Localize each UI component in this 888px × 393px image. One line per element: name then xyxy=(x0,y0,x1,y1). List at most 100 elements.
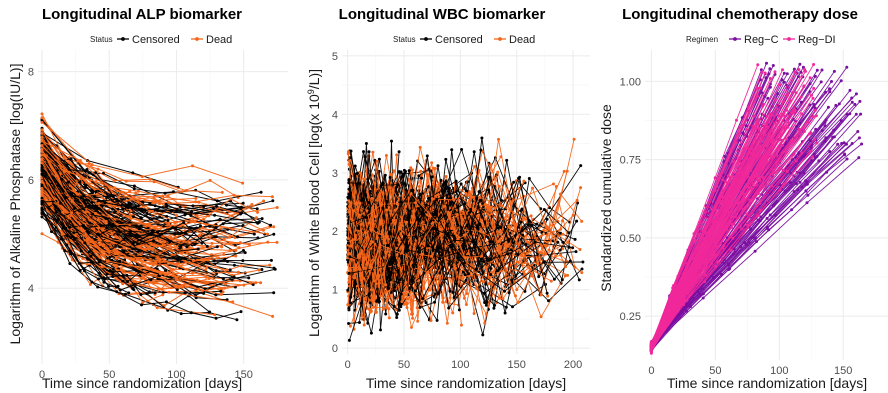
wbc-censored-point xyxy=(450,148,454,152)
wbc-dead-point xyxy=(346,303,350,307)
alp-dead-point xyxy=(256,210,260,214)
alp-dead-point xyxy=(213,313,217,317)
dose-regc-point xyxy=(813,74,817,78)
wbc-censored-point xyxy=(465,224,469,228)
wbc-dead-point xyxy=(378,246,382,249)
wbc-dead-point xyxy=(421,226,425,230)
y-tick-label: 4 xyxy=(332,109,338,121)
alp-censored-point xyxy=(272,291,276,295)
wbc-censored-point xyxy=(448,289,452,293)
wbc-censored-point xyxy=(498,208,501,211)
alp-censored-point xyxy=(190,209,194,213)
wbc-dead-point xyxy=(498,296,502,300)
alp-censored-point xyxy=(127,291,131,295)
wbc-censored-point xyxy=(364,215,367,219)
wbc-dead-point xyxy=(356,254,360,258)
alp-data xyxy=(40,112,279,322)
wbc-censored-point xyxy=(476,205,480,209)
alp-censored-point xyxy=(82,269,86,273)
alp-dead-point xyxy=(56,240,60,244)
wbc-censored-point xyxy=(427,185,430,189)
wbc-dead-point xyxy=(429,319,433,322)
wbc-censored-point xyxy=(560,278,564,282)
dose-legend-key-regdi xyxy=(783,37,795,41)
alp-censored-point xyxy=(203,287,207,291)
wbc-dead-point xyxy=(373,296,377,300)
wbc-censored-point xyxy=(381,206,385,210)
alp-censored-point xyxy=(164,300,168,304)
wbc-censored-point xyxy=(364,142,368,145)
alp-dead-point xyxy=(236,212,240,215)
alp-dead-point xyxy=(40,161,44,165)
alp-dead-point xyxy=(266,232,269,236)
dose-regc-point xyxy=(854,92,858,96)
wbc-censored-point xyxy=(468,246,472,250)
wbc-censored-point xyxy=(460,148,464,151)
wbc-censored-point xyxy=(545,217,549,221)
alp-dead-point xyxy=(241,181,245,185)
wbc-dead-point xyxy=(472,312,476,315)
wbc-dead-point xyxy=(515,288,519,292)
alp-censored-point xyxy=(208,310,212,314)
wbc-dead-point xyxy=(358,201,362,205)
alp-censored-point xyxy=(132,184,136,188)
alp-dead-point xyxy=(40,136,44,140)
alp-dead-point xyxy=(106,259,109,263)
x-tick-label: 100 xyxy=(451,359,469,371)
wbc-censored-point xyxy=(577,278,581,282)
alp-censored-point xyxy=(272,232,276,236)
y-tick-label: 5 xyxy=(332,51,338,63)
alp-dead-point xyxy=(40,131,44,135)
wbc-censored-point xyxy=(441,183,445,187)
alp-censored-point xyxy=(166,219,170,222)
wbc-dead-point xyxy=(388,186,392,190)
wbc-dead-point xyxy=(445,321,449,325)
wbc-censored-point xyxy=(481,333,485,337)
wbc-censored-point xyxy=(346,288,350,292)
alp-censored-point xyxy=(82,224,86,228)
alp-dead-point xyxy=(94,244,97,248)
wbc-dead-point xyxy=(381,307,385,311)
alp-censored-point xyxy=(228,268,232,272)
alp-censored-point xyxy=(147,290,151,294)
wbc-censored-point xyxy=(503,311,507,315)
wbc-dead-trajectory xyxy=(348,165,507,285)
alp-dead-point xyxy=(40,232,44,236)
wbc-censored-point xyxy=(426,244,430,248)
alp-censored-point xyxy=(205,244,209,248)
y-tick-label: 4 xyxy=(28,283,34,295)
wbc-censored-point xyxy=(478,198,482,202)
y-tick-label: 8 xyxy=(28,67,34,79)
alp-dead-point xyxy=(94,180,98,184)
wbc-dead-point xyxy=(392,169,396,173)
wbc-censored-point xyxy=(456,268,460,272)
alp-legend-dot-dead xyxy=(195,37,199,41)
panel-alp: Longitudinal ALP biomarker Status Censor… xyxy=(7,6,288,391)
alp-censored-point xyxy=(131,247,135,251)
wbc-censored-point xyxy=(368,301,372,305)
wbc-dead-point xyxy=(444,244,448,248)
alp-censored-point xyxy=(132,187,136,191)
wbc-censored-point xyxy=(384,312,388,316)
wbc-dead-point xyxy=(411,312,415,316)
alp-dead-point xyxy=(97,201,101,205)
wbc-dead-point xyxy=(419,169,423,173)
wbc-dead-point xyxy=(348,159,351,163)
alp-dead-point xyxy=(184,189,188,193)
wbc-censored-point xyxy=(348,255,352,259)
alp-dead-point xyxy=(161,243,165,247)
wbc-dead-point xyxy=(402,291,406,295)
wbc-dead-point xyxy=(353,237,357,241)
alp-dead-point xyxy=(156,256,160,260)
wbc-dead-point xyxy=(426,270,430,274)
alp-censored-point xyxy=(191,204,195,208)
wbc-censored-point xyxy=(547,299,550,303)
alp-censored-point xyxy=(124,205,128,209)
alp-dead-point xyxy=(61,210,65,214)
wbc-dead-point xyxy=(409,166,413,170)
wbc-censored-point xyxy=(433,300,437,304)
wbc-censored-point xyxy=(377,157,381,161)
wbc-censored-point xyxy=(479,257,483,261)
wbc-censored-point xyxy=(346,241,350,245)
dose-regc-point xyxy=(826,105,830,109)
